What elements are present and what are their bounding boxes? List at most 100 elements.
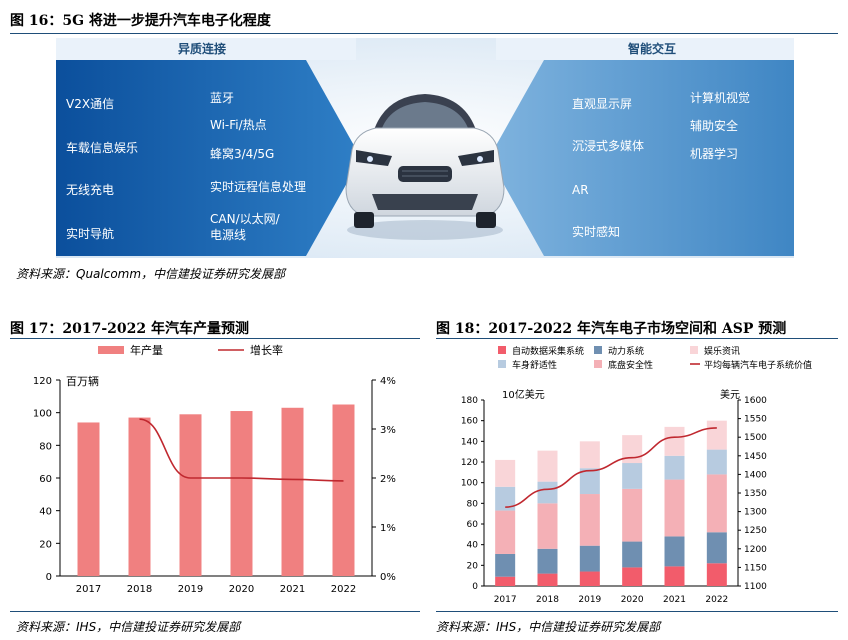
stacked-bar-segment — [579, 468, 600, 495]
bar — [230, 411, 253, 576]
stacked-bar-segment — [537, 573, 558, 586]
right-col1-item: AR — [572, 183, 589, 197]
y-tick-label-right: 1500 — [744, 433, 767, 443]
y-tick-label-right: 1450 — [744, 452, 767, 462]
left-header-band — [56, 38, 356, 60]
right-col2-item: 计算机视觉 — [690, 90, 750, 105]
left-col2-item: 电源线 — [210, 228, 246, 242]
y-tick-label-right: 1250 — [744, 526, 767, 536]
y-tick-label-right: 0% — [380, 572, 396, 583]
x-tick-label: 2020 — [229, 584, 254, 595]
y-tick-label-right: 1200 — [744, 545, 767, 555]
fig18-title: 图 18：2017-2022 年汽车电子市场空间和 ASP 预测 — [436, 321, 787, 337]
legend-swatch — [594, 346, 602, 354]
stacked-bar-segment — [706, 474, 727, 533]
stacked-bar-segment — [664, 536, 685, 567]
legend-swatch — [498, 346, 506, 354]
stacked-bar-segment — [664, 426, 685, 456]
asp-line — [505, 427, 717, 508]
fig18-title-rule — [436, 338, 838, 339]
right-col1-item: 沉浸式多媒体 — [572, 139, 644, 153]
y-tick-label-right: 1400 — [744, 470, 767, 480]
left-col1-item: V2X通信 — [66, 97, 114, 111]
y-tick-label-right: 1300 — [744, 508, 767, 518]
fig18-bottom-rule — [436, 611, 838, 612]
legend-swatch — [98, 346, 124, 354]
stacked-bar-segment — [706, 420, 727, 450]
stacked-bar-segment — [664, 566, 685, 586]
fig17-title-rule — [10, 338, 420, 339]
left-col1-item: 实时导航 — [66, 226, 114, 241]
legend-label: 娱乐资讯 — [704, 345, 740, 357]
stacked-bar-segment — [537, 503, 558, 549]
x-tick-label: 2017 — [76, 584, 101, 595]
bar — [179, 414, 202, 576]
y-tick-label-right: 1100 — [744, 582, 767, 592]
legend-label: 年产量 — [130, 343, 163, 357]
y-tick-label-right: 1600 — [744, 396, 767, 406]
left-panel — [56, 60, 361, 256]
stacked-bar-segment — [706, 449, 727, 475]
x-tick-label: 2018 — [127, 584, 152, 595]
stacked-bar-segment — [537, 481, 558, 504]
y-unit-label: 百万辆 — [66, 374, 99, 388]
stacked-bar-segment — [579, 441, 600, 469]
x-tick-label: 2022 — [705, 595, 728, 605]
legend-swatch — [498, 360, 506, 368]
y-unit-label-left: 10亿美元 — [502, 388, 545, 401]
legend-label: 动力系统 — [608, 345, 644, 357]
stacked-bar-segment — [579, 494, 600, 546]
stacked-bar-segment — [495, 576, 516, 586]
left-col2-item: 实时远程信息处理 — [210, 179, 306, 194]
legend-label: 平均每辆汽车电子系统价值 — [704, 359, 812, 371]
bar — [128, 417, 151, 576]
stacked-bar-segment — [622, 435, 643, 464]
stacked-bar-segment — [706, 532, 727, 564]
right-col2-item: 辅助安全 — [690, 118, 738, 133]
y-tick-label-right: 2% — [380, 474, 396, 485]
y-tick-label-left: 60 — [39, 474, 52, 485]
stacked-bar-segment — [664, 479, 685, 537]
legend-label: 底盘安全性 — [608, 359, 653, 371]
left-col2-item: Wi-Fi/热点 — [210, 118, 267, 132]
fig17-title: 图 17：2017-2022 年汽车产量预测 — [10, 321, 249, 337]
y-tick-label-left: 120 — [461, 458, 478, 468]
fig18-source: 资料来源：IHS，中信建投证券研究发展部 — [436, 620, 661, 634]
x-tick-label: 2021 — [663, 595, 686, 605]
left-col1-item: 无线充电 — [66, 182, 114, 197]
right-header-band — [496, 38, 794, 60]
right-col2-item: 机器学习 — [690, 146, 738, 161]
left-col2-item: 蜂窝3/4/5G — [210, 146, 274, 161]
fig16-source: 资料来源：Qualcomm，中信建投证券研究发展部 — [16, 267, 286, 281]
bar — [332, 404, 355, 576]
legend-swatch — [690, 346, 698, 354]
fig16-title-rule — [10, 33, 838, 34]
y-tick-label-left: 100 — [461, 479, 478, 489]
car-illustration — [345, 94, 505, 240]
y-tick-label-right: 1% — [380, 523, 396, 534]
fig16-title: 图 16：5G 将进一步提升汽车电子化程度 — [10, 13, 271, 29]
fig17-bottom-rule — [10, 611, 420, 612]
y-tick-label-right: 3% — [380, 425, 396, 436]
y-tick-label-left: 100 — [33, 409, 52, 420]
y-tick-label-left: 20 — [467, 561, 479, 571]
y-tick-label-left: 20 — [39, 539, 52, 550]
stacked-bar-segment — [495, 553, 516, 577]
bar — [281, 407, 304, 576]
growth-line — [139, 418, 344, 482]
left-col2-item: CAN/以太网/ — [210, 211, 281, 226]
y-tick-label-left: 0 — [472, 582, 478, 592]
x-tick-label: 2020 — [621, 595, 644, 605]
legend-label: 自动数据采集系统 — [512, 345, 584, 357]
y-tick-label-left: 140 — [461, 437, 478, 447]
left-header: 异质连接 — [178, 41, 226, 56]
x-tick-label: 2018 — [536, 595, 559, 605]
x-tick-label: 2019 — [578, 595, 601, 605]
fig16-diagram: 异质连接 智能交互 V2X通信 车载信息娱乐 无线充电 实时导航 蓝牙 Wi-F… — [56, 38, 794, 258]
stacked-bar-segment — [495, 459, 516, 487]
y-unit-label-right: 美元 — [720, 388, 740, 401]
legend-label: 车身舒适性 — [512, 359, 557, 371]
stacked-bar-segment — [622, 541, 643, 568]
y-tick-label-right: 1350 — [744, 489, 767, 499]
stacked-bar-segment — [495, 486, 516, 511]
